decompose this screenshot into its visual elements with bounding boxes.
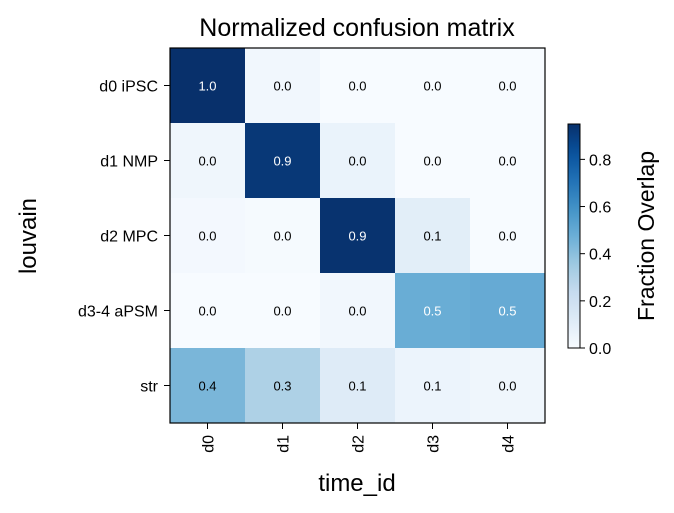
heatmap-cell-labels: 1.0 0.0 0.0 0.0 0.0 0.0 0.9 0.0 0.0 0.0 0.0 0.0 0.9 0… (198, 79, 516, 394)
heatmap-cell (320, 123, 396, 199)
y-tick-label: d2 MPC (100, 229, 158, 246)
heatmap-cell (470, 48, 546, 124)
cell-value-label: 0.1 (348, 379, 366, 394)
cell-value-label: 0.9 (348, 229, 366, 244)
cell-value-label: 0.0 (198, 229, 216, 244)
x-axis-ticks: d0 d1 d2 d3 d4 (201, 423, 518, 453)
x-tick-label: d3 (426, 435, 443, 453)
heatmap-cell (320, 48, 396, 124)
colorbar-label: Fraction Overlap (633, 151, 659, 321)
colorbar-tick-label: 0.4 (589, 247, 611, 264)
heatmap-cell (320, 348, 396, 424)
colorbar (567, 123, 581, 349)
heatmap-cell (395, 348, 471, 424)
y-tick-label: d3-4 aPSM (78, 304, 158, 321)
heatmap-cell (470, 273, 546, 349)
cell-value-label: 0.0 (498, 229, 516, 244)
heatmap-cell (245, 48, 321, 124)
heatmap-cell (245, 123, 321, 199)
heatmap-cell (170, 348, 246, 424)
cell-value-label: 0.0 (498, 154, 516, 169)
cell-value-label: 0.0 (498, 79, 516, 94)
cell-value-label: 0.0 (273, 304, 291, 319)
cell-value-label: 0.0 (423, 154, 441, 169)
cell-value-label: 0.0 (198, 304, 216, 319)
cell-value-label: 0.0 (348, 154, 366, 169)
x-axis-label: time_id (318, 470, 395, 497)
cell-value-label: 0.0 (423, 79, 441, 94)
cell-value-label: 0.0 (348, 304, 366, 319)
cell-value-label: 0.0 (348, 79, 366, 94)
heatmap-cell (170, 123, 246, 199)
heatmap-cell (245, 348, 321, 424)
heatmap-cell (470, 123, 546, 199)
heatmap-cell (245, 198, 321, 274)
y-axis-label: louvain (15, 198, 42, 274)
cell-value-label: 0.0 (273, 79, 291, 94)
y-tick-label: str (140, 379, 158, 396)
heatmap-cell (170, 198, 246, 274)
heatmap-cell (395, 273, 471, 349)
cell-value-label: 0.5 (423, 304, 441, 319)
cell-value-label: 0.0 (198, 154, 216, 169)
cell-value-label: 0.5 (498, 304, 516, 319)
heatmap-cells (170, 48, 546, 424)
heatmap-cell (170, 48, 246, 124)
colorbar-tick-label: 0.8 (589, 152, 611, 169)
cell-value-label: 0.0 (273, 229, 291, 244)
heatmap-cell (470, 198, 546, 274)
cell-value-label: 0.3 (273, 379, 291, 394)
colorbar-tick-label: 0.2 (589, 294, 611, 311)
colorbar-tick-label: 0.0 (589, 341, 611, 358)
x-tick-label: d1 (276, 435, 293, 453)
chart-title: Normalized confusion matrix (199, 14, 515, 42)
heatmap-cell (245, 273, 321, 349)
heatmap-cell (320, 273, 396, 349)
colorbar-ticks: 0.0 0.2 0.4 0.6 0.8 (580, 152, 611, 358)
cell-value-label: 0.0 (498, 379, 516, 394)
y-axis-ticks: d0 iPSC d1 NMP d2 MPC d3-4 aPSM str (78, 79, 170, 396)
heatmap-cell (395, 48, 471, 124)
x-tick-label: d2 (351, 435, 368, 453)
y-tick-label: d1 NMP (100, 154, 158, 171)
heatmap-cell (395, 198, 471, 274)
colorbar-tick-label: 0.6 (589, 200, 611, 217)
cell-value-label: 0.1 (423, 229, 441, 244)
x-tick-label: d4 (501, 435, 518, 453)
cell-value-label: 1.0 (198, 79, 216, 94)
cell-value-label: 0.1 (423, 379, 441, 394)
heatmap-cell (320, 198, 396, 274)
cell-value-label: 0.4 (198, 379, 216, 394)
y-tick-label: d0 iPSC (99, 79, 158, 96)
heatmap-cell (395, 123, 471, 199)
heatmap-cell (170, 273, 246, 349)
heatmap-cell (470, 348, 546, 424)
x-tick-label: d0 (201, 435, 218, 453)
cell-value-label: 0.9 (273, 154, 291, 169)
